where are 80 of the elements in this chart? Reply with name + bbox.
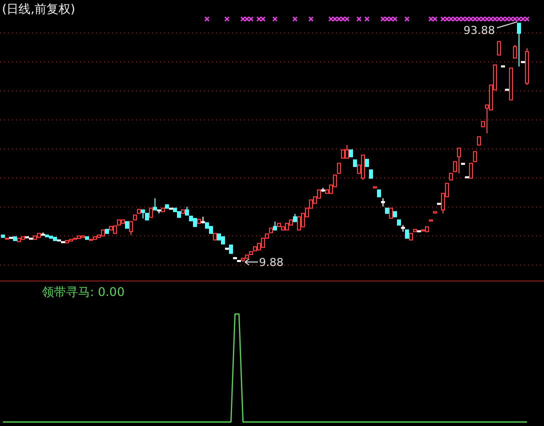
- candlestick: [65, 240, 69, 244]
- candlestick: [397, 219, 401, 226]
- candlestick: [229, 244, 233, 254]
- candlestick: [193, 218, 197, 227]
- candlestick: [253, 246, 257, 252]
- candlestick: [345, 144, 349, 159]
- candlestick: [181, 209, 185, 214]
- candlestick: [409, 232, 413, 240]
- candlestick: [37, 232, 41, 238]
- annotation: 9.88: [259, 256, 284, 269]
- candlestick: [153, 198, 157, 210]
- candlestick: [393, 211, 397, 218]
- candlestick: [145, 212, 149, 220]
- candlestick: [109, 226, 113, 230]
- candlestick: [285, 222, 289, 230]
- candlestick: [13, 236, 17, 242]
- candlestick: [137, 208, 141, 214]
- candlestick: [21, 236, 25, 240]
- candlestick: [245, 254, 249, 259]
- candlestick: [269, 228, 273, 234]
- candlestick: [161, 208, 165, 212]
- candlestick: [369, 169, 373, 179]
- candlestick: [261, 238, 265, 248]
- candlestick: [45, 234, 49, 238]
- candlestick: [389, 208, 393, 219]
- candlestick: [113, 225, 117, 234]
- candlestick: [133, 214, 137, 220]
- candlestick: [77, 235, 81, 240]
- candlestick: [377, 189, 381, 198]
- candlestick: [53, 236, 57, 242]
- candlestick: [17, 238, 21, 242]
- candlestick: [105, 228, 109, 234]
- candlestick: [413, 228, 417, 232]
- candlestick: [149, 208, 153, 218]
- candlestick: [449, 172, 453, 180]
- annotation: 93.88: [464, 24, 495, 37]
- candlestick: [337, 162, 341, 174]
- candlestick: [365, 158, 369, 167]
- candlestick: [281, 226, 285, 230]
- candlestick: [101, 229, 105, 236]
- candlestick: [497, 41, 501, 56]
- candlestick: [93, 236, 97, 240]
- candlestick: [85, 236, 89, 240]
- candlestick: [277, 222, 281, 227]
- candlestick: [209, 226, 213, 234]
- candlestick: [477, 136, 481, 146]
- candlestick: [353, 159, 357, 167]
- candlestick: [425, 226, 429, 232]
- candlestick: [509, 68, 513, 100]
- candlestick: [273, 221, 277, 230]
- candlestick: [405, 229, 409, 239]
- candlestick: [141, 209, 145, 219]
- candlestick: [125, 221, 129, 229]
- candlestick: [349, 149, 353, 158]
- chart-title: (日线,前复权): [2, 2, 76, 16]
- candlestick: [49, 236, 53, 239]
- candlestick: [121, 219, 125, 224]
- candlestick: [177, 211, 181, 218]
- candlestick: [517, 22, 521, 67]
- candlestick: [433, 211, 437, 214]
- candlestick: [457, 148, 461, 174]
- candlestick: [33, 235, 37, 240]
- candlestick: [473, 151, 477, 162]
- candlestick: [341, 149, 345, 159]
- candlestick: [1, 234, 5, 238]
- candlestick: [293, 213, 297, 222]
- candlestick: [81, 235, 85, 238]
- candlestick: [217, 233, 221, 240]
- candlestick: [469, 162, 473, 179]
- candlestick: [197, 218, 201, 224]
- candlestick: [165, 204, 169, 209]
- candlestick: [221, 236, 225, 244]
- candlestick: [429, 219, 433, 222]
- candlestick: [213, 232, 217, 240]
- candlestick: [69, 238, 73, 242]
- candlestick: [453, 161, 457, 172]
- candlestick: [297, 216, 301, 230]
- candlestick: [385, 208, 389, 214]
- chart-title: 领带寻马: 0.00: [42, 285, 125, 299]
- candlestick: [117, 219, 121, 226]
